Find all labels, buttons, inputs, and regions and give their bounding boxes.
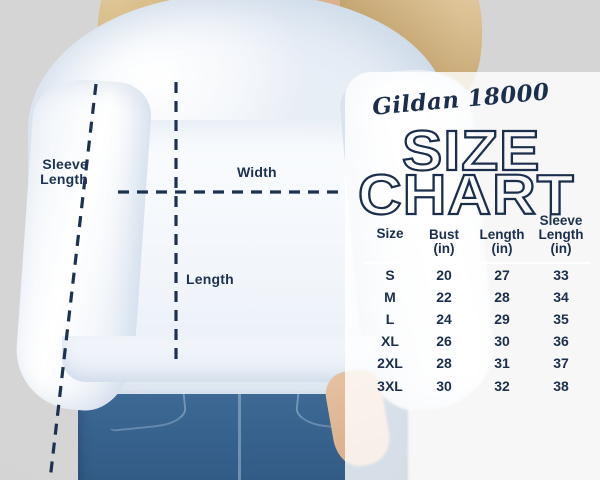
table-row: M 22 28 34 bbox=[364, 286, 590, 308]
cell-bust: 24 bbox=[436, 310, 452, 327]
table-row: XL 26 30 36 bbox=[364, 330, 590, 352]
cell-sleeve: 33 bbox=[553, 266, 569, 283]
cell-size: S bbox=[385, 266, 395, 283]
cell-length: 29 bbox=[494, 310, 510, 327]
cell-sleeve: 38 bbox=[553, 377, 569, 394]
cell-sleeve: 37 bbox=[553, 355, 569, 372]
cell-size: M bbox=[384, 288, 396, 305]
cell-length: 32 bbox=[494, 377, 510, 394]
cell-bust: 22 bbox=[436, 288, 452, 305]
title-chart: CHART bbox=[357, 162, 575, 228]
cell-size: XL bbox=[381, 333, 399, 350]
cell-bust: 20 bbox=[436, 266, 452, 283]
cell-size: L bbox=[385, 310, 395, 327]
cell-size: 2XL bbox=[377, 355, 403, 372]
header-sleeve-length: Sleeve Length (in) bbox=[538, 213, 584, 257]
header-length: Length (in) bbox=[479, 227, 525, 257]
cell-size: 3XL bbox=[377, 377, 403, 394]
jeans-fly-seam bbox=[238, 386, 241, 480]
cell-bust: 30 bbox=[436, 377, 452, 394]
cell-bust: 26 bbox=[436, 333, 452, 350]
sweatshirt-hem bbox=[62, 336, 382, 382]
title-size: SIZE bbox=[401, 118, 541, 184]
table-row: L 24 29 35 bbox=[364, 308, 590, 330]
cell-length: 27 bbox=[494, 266, 510, 283]
header-bust: Bust (in) bbox=[429, 227, 459, 257]
table-body: S 20 27 33 M 22 28 34 L 24 29 35 XL 26 30 36 2XL 28 31 37 3X… bbox=[364, 263, 590, 397]
measurements-table: Size Bust (in) Length (in) Sleeve Length… bbox=[364, 213, 590, 397]
sleeve-length-label: Sleeve Length bbox=[40, 156, 88, 188]
length-label: Length bbox=[186, 271, 234, 287]
cell-sleeve: 36 bbox=[553, 333, 569, 350]
header-size: Size bbox=[376, 226, 404, 242]
table-row: 2XL 28 31 37 bbox=[364, 352, 590, 374]
cell-length: 28 bbox=[494, 288, 510, 305]
cell-sleeve: 35 bbox=[553, 310, 569, 327]
width-label: Width bbox=[237, 164, 277, 180]
table-header-row: Size Bust (in) Length (in) Sleeve Length… bbox=[364, 213, 590, 263]
size-chart-panel bbox=[345, 72, 600, 480]
cell-length: 31 bbox=[494, 355, 510, 372]
cell-sleeve: 34 bbox=[553, 288, 569, 305]
table-row: 3XL 30 32 38 bbox=[364, 374, 590, 396]
cell-bust: 28 bbox=[436, 355, 452, 372]
table-row: S 20 27 33 bbox=[364, 263, 590, 286]
sleeve-length-dashed-line bbox=[48, 83, 98, 480]
cell-length: 30 bbox=[494, 333, 510, 350]
